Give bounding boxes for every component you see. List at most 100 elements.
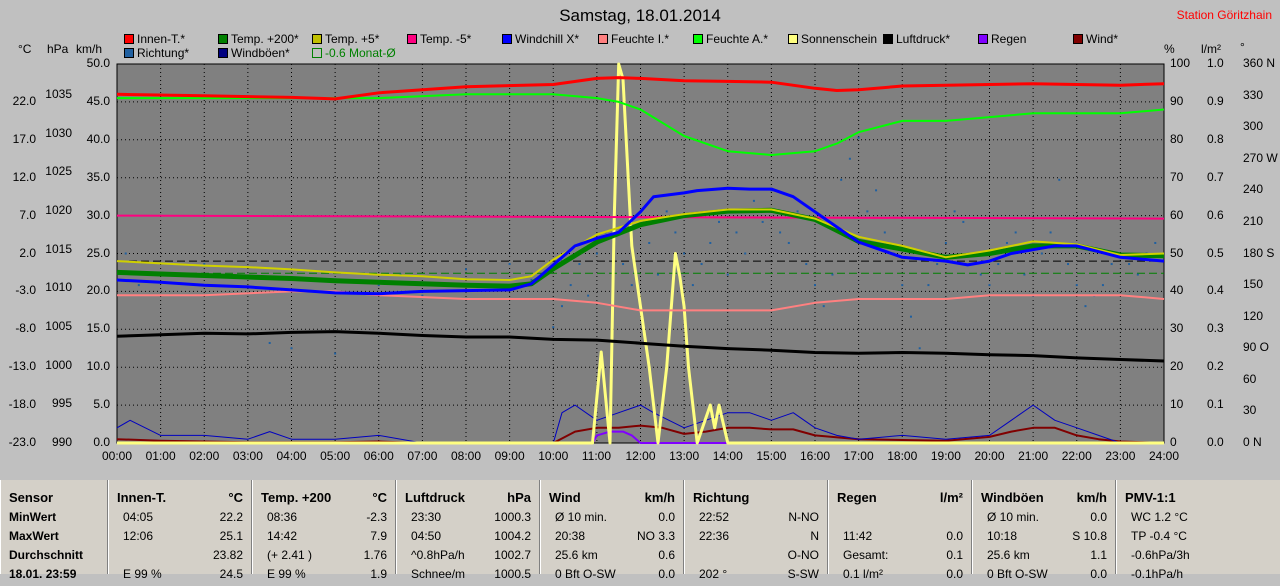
direction-point — [552, 326, 555, 329]
stats-row: MaxWert — [1, 529, 107, 548]
wind-tick-label: 15.0 — [86, 321, 110, 336]
direction-tick-label: 150 — [1243, 277, 1264, 292]
legend-item: -0.6 Monat-Ø — [312, 46, 396, 60]
stats-row: 23.82 — [109, 548, 251, 567]
x-tick-label: 20:00 — [974, 449, 1005, 463]
legend-swatch — [218, 34, 228, 44]
unit-humidity: % — [1164, 42, 1175, 56]
pressure-tick-label: 1035 — [45, 86, 72, 101]
legend-label: Temp. -5* — [420, 32, 472, 46]
legend-item: Temp. +5* — [312, 32, 379, 46]
humidity-tick-label: 30 — [1170, 321, 1184, 336]
stats-row: TP -0.4 °C — [1117, 529, 1280, 548]
stats-row: -0.1hPa/h — [1117, 567, 1280, 586]
stats-row: (+ 2.41 ) 1.76 — [253, 548, 395, 567]
legend-label: Temp. +5* — [325, 32, 380, 46]
stats-header: Regen l/m² — [829, 490, 971, 509]
direction-point — [831, 273, 834, 276]
wind-tick-label: 45.0 — [86, 93, 110, 108]
humidity-tick-label: 50 — [1170, 245, 1184, 260]
stats-row: E 99 % 24.5 — [109, 567, 251, 586]
stats-cell-value: 1.9 — [370, 567, 387, 581]
direction-point — [927, 284, 930, 287]
x-tick-label: 12:00 — [625, 449, 656, 463]
stats-cell-value: 0.0 — [1090, 567, 1107, 581]
stats-row: 23:30 1000.3 — [397, 510, 539, 529]
stats-row: 14:42 7.9 — [253, 529, 395, 548]
stats-cell-label: 20:38 — [555, 529, 586, 543]
rain-tick-label: 0.6 — [1207, 207, 1224, 222]
stats-cell-label: 0 Bft O-SW — [987, 567, 1048, 581]
legend-label: Wind* — [1086, 32, 1119, 46]
legend-label: Sonnenschein — [801, 32, 878, 46]
legend-item: Feuchte A.* — [693, 32, 768, 46]
x-tick-label: 14:00 — [712, 449, 743, 463]
x-tick-label: 02:00 — [189, 449, 220, 463]
legend-swatch — [218, 48, 228, 58]
stats-cell-value: 23.82 — [212, 548, 243, 562]
x-tick-label: 05:00 — [320, 449, 351, 463]
stats-header-unit: l/m² — [939, 490, 963, 505]
direction-point — [761, 220, 764, 223]
temp-tick-label: -13.0 — [8, 359, 36, 374]
wind-tick-label: 0.0 — [93, 435, 110, 449]
direction-point — [465, 268, 467, 271]
series-line-5 — [116, 186, 1165, 296]
legend-swatch — [693, 34, 703, 44]
legend-label: Feuchte I.* — [611, 32, 670, 46]
rain-tick-label: 0.4 — [1207, 283, 1224, 298]
stats-row: -0.6hPa/3h — [1117, 548, 1280, 567]
legend-label: Innen-T.* — [137, 32, 186, 46]
legend-item: Innen-T.* — [124, 32, 185, 46]
stats-row: 202 ° S-SW — [685, 567, 827, 586]
direction-point — [953, 210, 956, 213]
direction-point — [630, 284, 633, 287]
stats-cell-label: -0.1hPa/h — [1131, 567, 1184, 581]
x-tick-label: 16:00 — [800, 449, 831, 463]
stats-row: 25.6 km 0.6 — [541, 548, 683, 567]
wind-tick-label: 50.0 — [86, 56, 110, 70]
stats-header-title: Windböen — [981, 490, 1044, 505]
pressure-tick-label: 1010 — [45, 280, 72, 295]
rain-tick-label: 0.7 — [1207, 169, 1224, 184]
humidity-tick-label: 100 — [1170, 56, 1191, 70]
direction-point — [988, 284, 991, 287]
direction-point — [883, 231, 886, 234]
stats-cell-label: 22:52 — [699, 510, 730, 524]
legend-swatch — [1073, 34, 1083, 44]
temp-tick-label: 22.0 — [12, 93, 36, 108]
direction-point — [622, 263, 625, 266]
direction-point — [124, 252, 127, 255]
direction-tick-label: 60 — [1243, 371, 1257, 386]
stats-panel: Innen-T. °C 04:05 22.2 12:06 25.1 23.82 E 99 % 2… — [108, 480, 252, 581]
stats-row: MinWert — [1, 510, 107, 529]
legend-swatch — [502, 34, 512, 44]
direction-point — [962, 220, 965, 223]
x-tick-label: 09:00 — [494, 449, 525, 463]
rain-tick-label: 0.0 — [1207, 435, 1224, 449]
stats-cell-extra: S 10.8 — [1072, 529, 1107, 543]
stats-panel: Richtung 22:52 N-NO 22:36 N O-NO 202 ° S-SW — [684, 480, 828, 581]
stats-cell-label: 12:06 — [123, 529, 154, 543]
direction-point — [674, 231, 677, 234]
stats-cell-value: 1.76 — [363, 548, 387, 562]
x-tick-label: 08:00 — [451, 449, 482, 463]
direction-point — [848, 157, 851, 160]
direction-tick-label: 0 N — [1243, 435, 1262, 449]
stats-header-title: Regen — [837, 490, 877, 505]
humidity-tick-label: 0 — [1170, 435, 1177, 449]
pressure-tick-label: 995 — [51, 396, 72, 411]
direction-point — [936, 263, 939, 266]
stats-row: Durchschnitt — [1, 548, 107, 567]
direction-point — [787, 241, 790, 244]
x-tick-label: 04:00 — [276, 449, 307, 463]
unit-temp: °C — [18, 42, 32, 56]
x-tick-label: 19:00 — [930, 449, 961, 463]
stats-cell-label: (+ 2.41 ) — [267, 548, 313, 562]
direction-point — [1023, 273, 1026, 276]
x-tick-label: 23:00 — [1105, 449, 1136, 463]
legend-swatch — [312, 34, 322, 44]
direction-point — [726, 273, 729, 276]
humidity-tick-label: 70 — [1170, 169, 1184, 184]
stats-header-title: Luftdruck — [405, 490, 465, 505]
